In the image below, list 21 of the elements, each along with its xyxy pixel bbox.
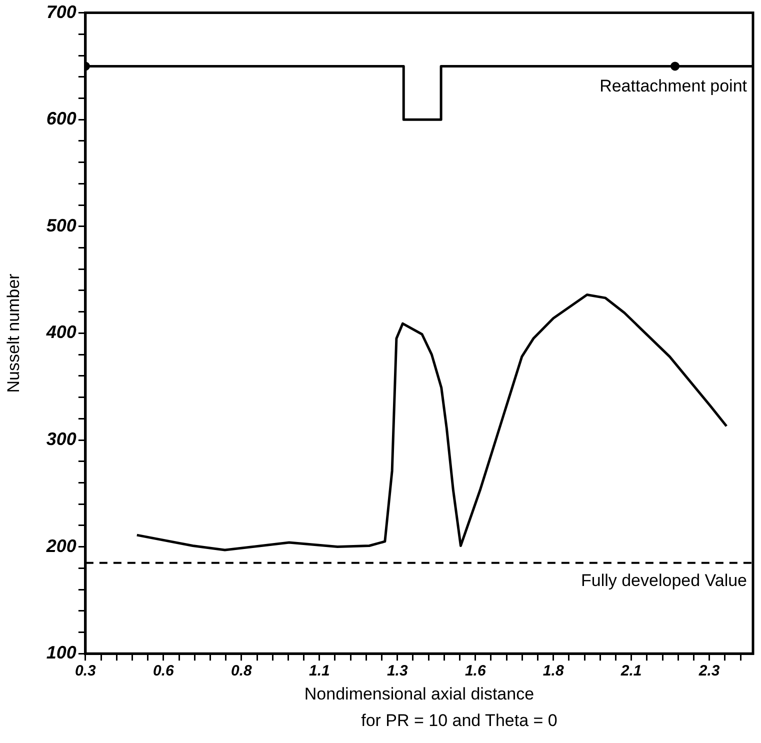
x-tick-label: 2.1 xyxy=(620,662,642,680)
y-tick-label: 500 xyxy=(46,215,76,236)
x-tick-label: 1.6 xyxy=(464,662,486,680)
ref-line-label: Fully developed Value xyxy=(580,571,747,590)
x-tick-label: 1.1 xyxy=(308,662,330,680)
x-tick-label: 1.3 xyxy=(386,662,408,680)
y-axis-title: Nusselt number xyxy=(4,273,23,393)
x-tick-label: 2.3 xyxy=(698,662,720,680)
y-tick-label: 300 xyxy=(46,428,76,449)
x-tick-label: 0.8 xyxy=(230,662,252,680)
text: for PR = 10 and Theta = 0 xyxy=(361,711,558,730)
x-tick-label: 0.3 xyxy=(75,662,97,680)
y-tick-label: 600 xyxy=(46,108,76,129)
y-tick-label: 400 xyxy=(45,322,76,342)
x-tick-label: 0.6 xyxy=(152,662,174,680)
y-tick-label: 100 xyxy=(46,642,76,663)
x-tick-label: 1.8 xyxy=(542,662,564,680)
annotation: Reattachment point xyxy=(600,76,748,96)
y-tick-label: 700 xyxy=(46,2,76,22)
y-tick-label: 200 xyxy=(45,536,76,556)
x-axis-title: Nondimensional axial distance xyxy=(304,684,534,704)
